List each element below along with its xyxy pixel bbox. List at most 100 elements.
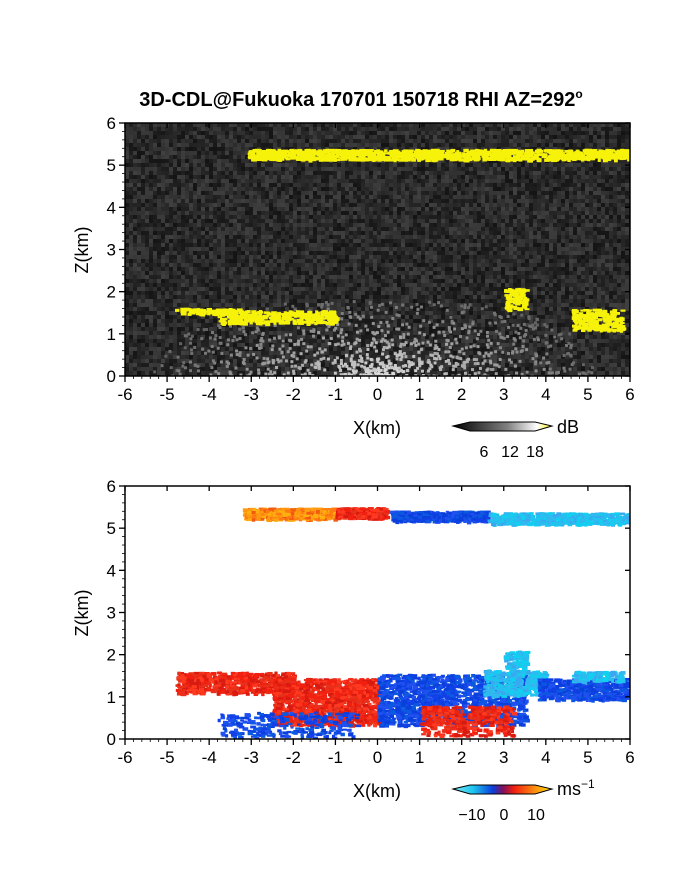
- noise-cell: [541, 171, 545, 175]
- noise-cell: [373, 127, 377, 131]
- noise-cell: [573, 187, 577, 191]
- noise-cell: [353, 255, 357, 259]
- noise-cell: [457, 255, 461, 259]
- noise-cell: [489, 239, 493, 243]
- noise-cell: [285, 271, 289, 275]
- noise-cell: [133, 175, 137, 179]
- noise-cell: [545, 151, 549, 155]
- noise-cell: [249, 195, 253, 199]
- noise-cell: [205, 247, 209, 251]
- noise-cell: [453, 151, 457, 155]
- noise-cell: [361, 163, 365, 167]
- noise-cell: [477, 251, 481, 255]
- noise-cell: [513, 191, 517, 195]
- noise-cell: [517, 211, 521, 215]
- noise-cell: [349, 135, 353, 139]
- noise-cell: [301, 195, 305, 199]
- noise-cell: [129, 211, 133, 215]
- noise-cell: [145, 207, 149, 211]
- noise-cell: [333, 235, 337, 239]
- noise-cell: [153, 219, 157, 223]
- noise-cell: [381, 231, 385, 235]
- noise-cell: [193, 259, 197, 263]
- noise-cell: [333, 143, 337, 147]
- noise-cell: [581, 207, 585, 211]
- noise-cell: [205, 243, 209, 247]
- noise-cell: [517, 215, 521, 219]
- noise-cell: [293, 235, 297, 239]
- noise-cell: [341, 143, 345, 147]
- noise-cell: [349, 243, 353, 247]
- noise-cell: [205, 131, 209, 135]
- noise-cell: [185, 279, 189, 283]
- noise-cell: [425, 179, 429, 183]
- noise-cell: [205, 155, 209, 159]
- noise-cell: [501, 143, 505, 147]
- noise-cell: [513, 227, 517, 231]
- noise-cell: [145, 135, 149, 139]
- noise-cell: [213, 127, 217, 131]
- noise-cell: [329, 163, 333, 167]
- noise-cell: [225, 155, 229, 159]
- noise-cell: [157, 219, 161, 223]
- noise-cell: [609, 235, 613, 239]
- noise-cell: [217, 203, 221, 207]
- noise-cell: [241, 263, 245, 267]
- noise-cell: [557, 267, 561, 271]
- noise-cell: [217, 275, 221, 279]
- noise-cell: [549, 187, 553, 191]
- noise-cell: [529, 219, 533, 223]
- noise-cell: [353, 199, 357, 203]
- noise-cell: [229, 231, 233, 235]
- noise-cell: [297, 167, 301, 171]
- noise-cell: [257, 235, 261, 239]
- noise-cell: [141, 203, 145, 207]
- noise-cell: [129, 271, 133, 275]
- noise-cell: [557, 183, 561, 187]
- noise-cell: [625, 255, 629, 259]
- noise-cell: [345, 147, 349, 151]
- noise-cell: [497, 207, 501, 211]
- noise-cell: [353, 167, 357, 171]
- noise-cell: [393, 143, 397, 147]
- noise-cell: [505, 271, 509, 275]
- noise-cell: [421, 179, 425, 183]
- noise-cell: [533, 219, 537, 223]
- noise-cell: [173, 187, 177, 191]
- noise-cell: [537, 155, 541, 159]
- noise-cell: [133, 243, 137, 247]
- noise-cell: [225, 143, 229, 147]
- noise-cell: [553, 123, 557, 127]
- noise-cell: [485, 231, 489, 235]
- noise-cell: [129, 143, 133, 147]
- noise-cell: [329, 259, 333, 263]
- noise-cell: [125, 187, 129, 191]
- noise-cell: [373, 271, 377, 275]
- noise-cell: [237, 227, 241, 231]
- noise-cell: [409, 231, 413, 235]
- noise-cell: [577, 147, 581, 151]
- noise-cell: [309, 167, 313, 171]
- noise-cell: [361, 187, 365, 191]
- noise-cell: [365, 243, 369, 247]
- noise-cell: [185, 171, 189, 175]
- noise-cell: [321, 223, 325, 227]
- noise-cell: [449, 175, 453, 179]
- noise-cell: [541, 179, 545, 183]
- noise-cell: [401, 247, 405, 251]
- noise-cell: [181, 247, 185, 251]
- noise-cell: [325, 223, 329, 227]
- noise-cell: [597, 259, 601, 263]
- noise-cell: [133, 235, 137, 239]
- noise-cell: [437, 255, 441, 259]
- noise-cell: [389, 247, 393, 251]
- noise-cell: [581, 175, 585, 179]
- noise-cell: [217, 215, 221, 219]
- noise-cell: [233, 183, 237, 187]
- noise-cell: [181, 195, 185, 199]
- noise-cell: [473, 143, 477, 147]
- noise-cell: [141, 159, 145, 163]
- noise-cell: [293, 275, 297, 279]
- noise-cell: [365, 231, 369, 235]
- noise-cell: [193, 203, 197, 207]
